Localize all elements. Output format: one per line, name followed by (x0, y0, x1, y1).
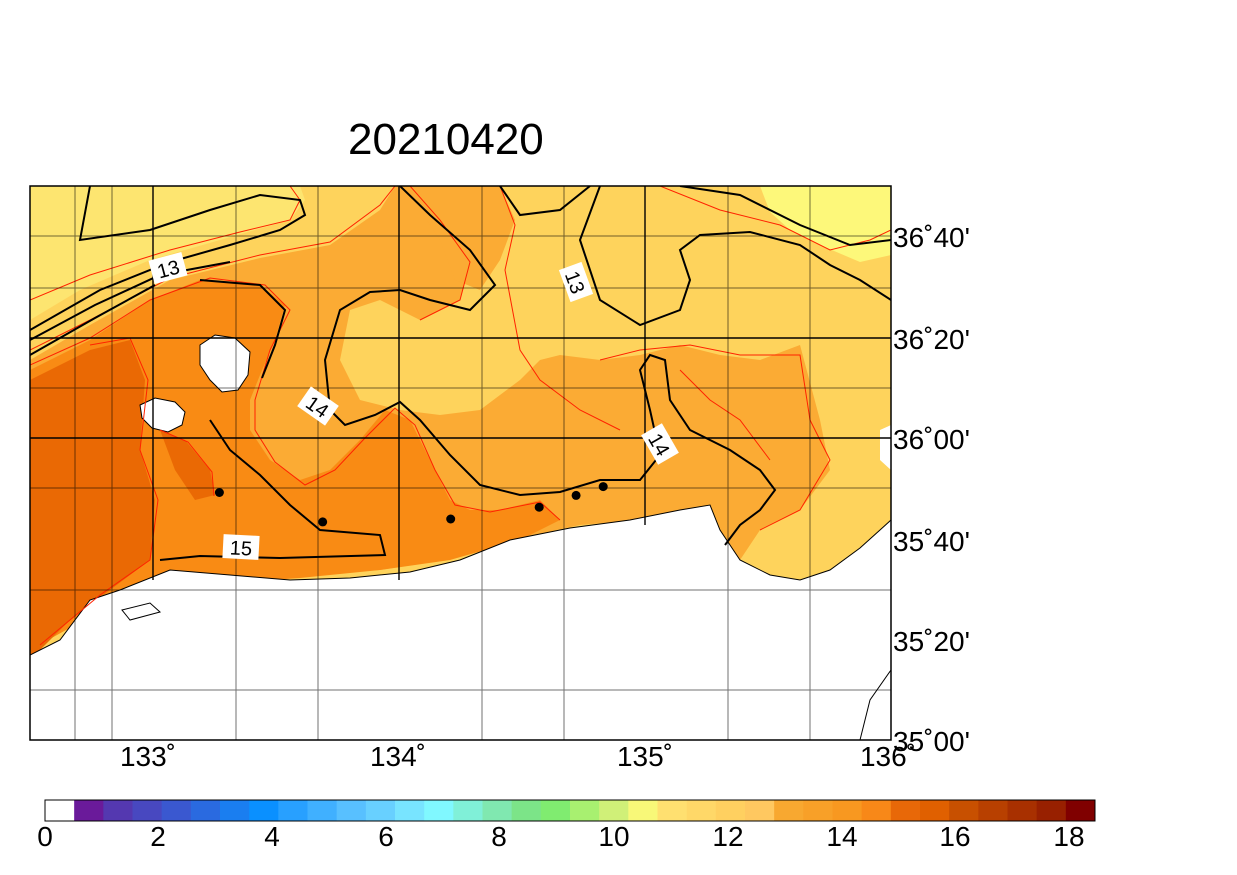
contour-label-15: 15 (229, 537, 252, 560)
station-dot (318, 517, 328, 527)
map-title: 20210420 (348, 115, 544, 164)
oki-island-dozen (139, 397, 186, 433)
colorbar-label-18: 18 (1053, 821, 1084, 852)
lon-label-133: 133˚ (120, 741, 176, 772)
colorbar-label-14: 14 (826, 821, 857, 852)
colorbar-swatch (1007, 800, 1038, 821)
station-markers (214, 482, 608, 527)
colorbar-swatch (424, 800, 454, 821)
oki-island-dogo (199, 334, 251, 393)
colorbar-swatch (395, 800, 425, 821)
colorbar-swatch (249, 800, 279, 821)
colorbar-swatch (132, 800, 163, 821)
colorbar-swatch (628, 800, 658, 821)
station-dot (598, 482, 608, 492)
colorbar-swatch (1065, 800, 1096, 821)
colorbar-swatch (220, 800, 250, 821)
colorbar-label-6: 6 (378, 821, 394, 852)
colorbar-swatch (832, 800, 863, 821)
colorbar-label-16: 16 (939, 821, 970, 852)
lat-tick-labels: 36˚40' 36˚20' 36˚00' 35˚40' 35˚20' 35˚00… (893, 222, 970, 757)
colorbar-swatch (686, 800, 717, 821)
lon-label-136: 136˚ (860, 741, 916, 772)
sea-temp-16-patch (160, 430, 215, 500)
colorbar-swatch (511, 800, 542, 821)
colorbar-swatch (715, 800, 746, 821)
lat-label-3620: 36˚20' (893, 324, 970, 355)
colorbar-swatch (45, 800, 75, 821)
colorbar-swatch (103, 800, 133, 821)
sea-temp-15 (30, 280, 560, 650)
station-dot (571, 490, 581, 500)
colorbar-swatch (657, 800, 688, 821)
colorbar-label-4: 4 (264, 821, 280, 852)
colorbar-swatch (540, 800, 571, 821)
colorbar-swatch (920, 800, 950, 821)
sea-temp-14-tongue (410, 186, 515, 290)
colorbar-swatch (745, 800, 775, 821)
lat-label-3600: 36˚00' (893, 424, 970, 455)
colorbar-swatch (453, 800, 483, 821)
colorbar-swatch (482, 800, 513, 821)
colorbar-swatch (161, 800, 192, 821)
colorbar-label-10: 10 (598, 821, 629, 852)
station-dot (214, 488, 224, 497)
colorbar (45, 800, 1096, 821)
colorbar-swatch (570, 800, 600, 821)
lat-label-3500: 35˚00' (893, 726, 970, 757)
colorbar-swatch (365, 800, 396, 821)
coastline-south (859, 669, 891, 740)
colorbar-swatch (1036, 800, 1067, 821)
colorbar-label-0: 0 (37, 821, 53, 852)
lon-label-135: 135˚ (617, 741, 673, 772)
colorbar-swatch (74, 800, 104, 821)
colorbar-swatch (278, 800, 308, 821)
map-frame (29, 185, 892, 741)
colorbar-label-2: 2 (150, 821, 166, 852)
land-honshu (30, 505, 891, 740)
station-dot (446, 514, 456, 524)
colorbar-label-12: 12 (712, 821, 743, 852)
colorbar-swatch (861, 800, 892, 821)
colorbar-swatch (774, 800, 804, 821)
colorbar-swatch (336, 800, 367, 821)
land-east (880, 425, 891, 470)
colorbar-frame (44, 799, 1096, 822)
colorbar-swatch (307, 800, 338, 821)
colorbar-swatch (978, 800, 1008, 821)
colorbar-swatch (599, 800, 629, 821)
lat-label-3640: 36˚40' (893, 222, 970, 253)
colorbar-swatch (190, 800, 221, 821)
colorbar-label-8: 8 (491, 821, 507, 852)
station-dot (534, 502, 544, 512)
lon-tick-labels: 133˚ 134˚ 135˚ 136˚ (120, 741, 916, 772)
colorbar-swatch (803, 800, 833, 821)
lake-nakaumi (121, 602, 162, 621)
sea-temp-16 (30, 340, 155, 655)
lat-label-3520: 35˚20' (893, 626, 970, 657)
colorbar-tick-labels: 0 2 4 6 8 10 12 14 16 18 (37, 821, 1084, 852)
lon-label-134: 134˚ (370, 741, 426, 772)
colorbar-swatch (949, 800, 979, 821)
colorbar-swatch (890, 800, 921, 821)
lat-label-3540: 35˚40' (893, 526, 970, 557)
graticule-major (30, 186, 891, 580)
